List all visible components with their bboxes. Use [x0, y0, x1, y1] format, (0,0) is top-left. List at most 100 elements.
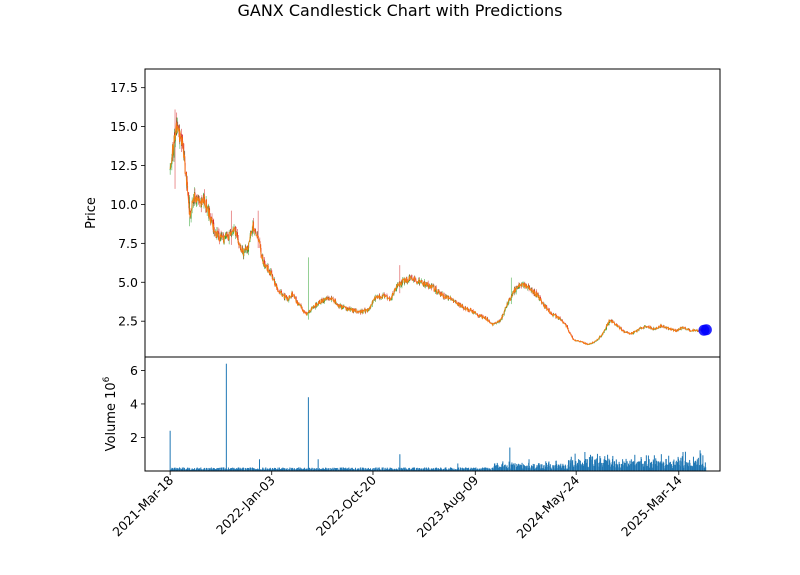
- volume-bar: [670, 464, 672, 471]
- volume-axis-label: Volume 106: [102, 376, 119, 451]
- volume-bar: [374, 467, 376, 471]
- volume-bar: [512, 464, 514, 471]
- volume-bar: [342, 467, 344, 471]
- volume-bar: [384, 467, 386, 471]
- volume-bar: [458, 469, 460, 471]
- volume-bar: [299, 467, 301, 471]
- volume-bar: [504, 464, 506, 471]
- volume-bar: [350, 467, 352, 471]
- volume-bar: [194, 468, 196, 471]
- candle-body: [183, 143, 185, 158]
- volume-bar: [591, 456, 593, 471]
- volume-bar: [370, 469, 372, 471]
- volume-bar: [262, 468, 264, 471]
- volume-bar: [351, 467, 353, 471]
- volume-bar: [455, 469, 457, 471]
- price-y-tick-label: 12.5: [110, 158, 138, 173]
- volume-bar: [225, 363, 227, 471]
- volume-bar: [438, 468, 440, 471]
- volume-bar: [704, 462, 706, 471]
- volume-bar: [289, 467, 291, 471]
- volume-y-tick-label: 4: [130, 396, 138, 411]
- volume-bar: [267, 469, 269, 471]
- volume-bar: [189, 468, 191, 471]
- volume-bar: [633, 465, 635, 471]
- volume-bar: [517, 465, 519, 471]
- volume-bar: [460, 469, 462, 471]
- volume-panel: 2 4 6: [130, 356, 721, 472]
- price-y-tick-label: 5.0: [118, 275, 138, 290]
- volume-bar: [684, 451, 686, 471]
- volume-bar: [625, 458, 627, 471]
- volume-bar: [602, 462, 604, 471]
- volume-bar: [526, 465, 528, 471]
- volume-panel-frame: [144, 356, 721, 472]
- volume-bar: [448, 469, 450, 471]
- volume-bar: [580, 464, 582, 471]
- volume-bar: [286, 468, 288, 471]
- volume-bar: [494, 463, 496, 471]
- volume-bar: [426, 468, 428, 471]
- candle-body: [498, 320, 500, 323]
- volume-bar: [453, 468, 455, 471]
- volume-bar: [582, 465, 584, 471]
- volume-bar: [641, 463, 643, 471]
- volume-bar: [626, 461, 628, 471]
- prediction-point: [700, 324, 712, 336]
- volume-bar: [228, 469, 230, 471]
- candle-body: [571, 335, 573, 338]
- volume-bar: [328, 468, 330, 471]
- candle-body: [408, 280, 410, 283]
- volume-bar: [509, 447, 511, 471]
- volume-bar: [502, 461, 504, 471]
- volume-bar: [663, 465, 665, 471]
- volume-bar: [556, 464, 558, 471]
- volume-bar: [546, 464, 548, 471]
- volume-bar: [446, 469, 448, 471]
- volume-bar: [397, 469, 399, 471]
- volume-bar: [558, 464, 560, 471]
- volume-bar: [528, 459, 530, 471]
- volume-bar: [567, 460, 569, 471]
- candle-body: [395, 286, 397, 292]
- volume-bar: [438, 469, 440, 471]
- candle-body: [481, 314, 483, 318]
- volume-bar: [465, 467, 467, 471]
- volume-bar: [355, 469, 357, 471]
- volume-bar: [585, 459, 587, 471]
- volume-bar: [690, 465, 692, 471]
- volume-bar: [267, 468, 269, 471]
- volume-bar: [367, 467, 369, 471]
- volume-bar: [284, 469, 286, 471]
- volume-bar: [624, 463, 626, 471]
- volume-bar: [239, 468, 241, 471]
- candle-body: [327, 296, 329, 299]
- price-panel: 2.5 5.0 7.5 10.0 12.5 15.0 17.5: [110, 68, 721, 358]
- volume-bar: [692, 456, 694, 471]
- volume-bar: [640, 458, 642, 471]
- volume-bar: [375, 469, 377, 471]
- volume-bar: [349, 468, 351, 471]
- volume-bar: [631, 461, 633, 471]
- volume-bar: [377, 467, 379, 471]
- volume-axis-label-exponent: 6: [102, 376, 112, 382]
- volume-bar: [565, 469, 567, 471]
- candle-body: [174, 133, 176, 137]
- volume-bar: [485, 467, 487, 471]
- volume-bar: [548, 466, 550, 471]
- volume-bar: [260, 469, 262, 471]
- volume-bar: [317, 459, 319, 471]
- volume-bar: [529, 467, 531, 471]
- volume-bar: [177, 468, 179, 471]
- volume-bar: [416, 467, 418, 471]
- volume-bar: [604, 456, 606, 471]
- volume-bar: [265, 467, 267, 471]
- volume-bar: [429, 469, 431, 471]
- volume-bar: [396, 468, 398, 471]
- candle-body: [312, 306, 314, 309]
- volume-bar: [541, 464, 543, 471]
- volume-bar: [607, 464, 609, 471]
- volume-bar: [309, 468, 311, 471]
- volume-bar: [487, 469, 489, 471]
